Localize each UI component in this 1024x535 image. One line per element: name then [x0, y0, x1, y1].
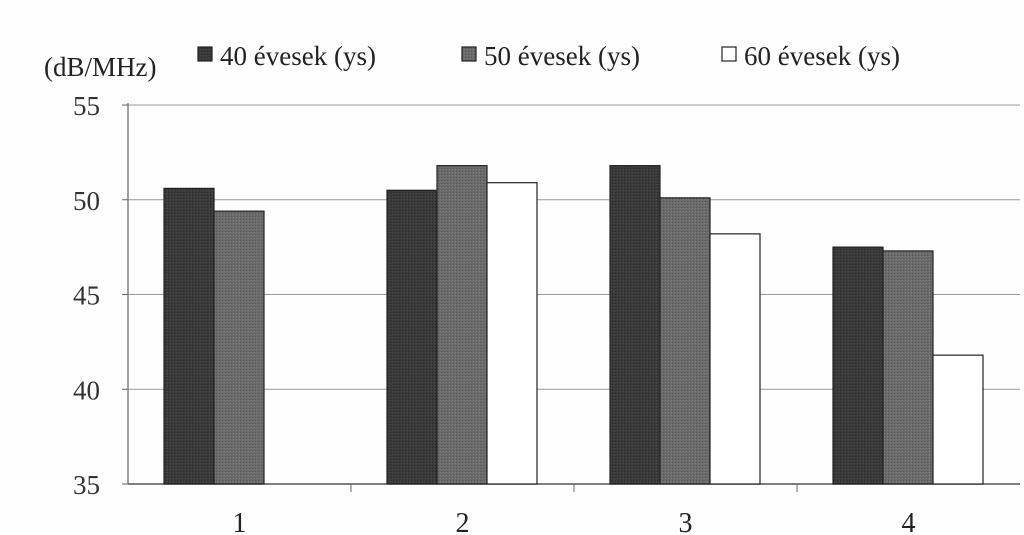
y-tick-label: 45: [73, 281, 100, 311]
y-tick-label: 55: [73, 91, 100, 121]
legend-swatch: [461, 46, 477, 62]
y-tick-label: 50: [73, 186, 100, 216]
legend-swatch: [721, 46, 737, 62]
legend-label: 40 évesek (ys): [220, 41, 376, 71]
bar: [882, 250, 934, 485]
bar: [832, 246, 884, 485]
legend-label: 50 évesek (ys): [484, 41, 640, 71]
x-tick-labels: 1 2 3 4: [233, 508, 916, 535]
bars: [163, 165, 984, 485]
legend: 40 évesek (ys) 50 évesek (ys) 60 évesek (y…: [197, 41, 900, 71]
x-tick-label: 4: [902, 508, 916, 535]
y-tick-label: 35: [73, 470, 100, 500]
y-axis-unit-label: (dB/MHz): [44, 52, 156, 82]
bar: [709, 233, 761, 485]
bar: [163, 187, 215, 485]
legend-label: 60 évesek (ys): [744, 41, 900, 71]
bar: [659, 197, 711, 485]
x-tick-label: 2: [456, 508, 470, 535]
x-tick-label: 1: [233, 508, 247, 535]
bar: [932, 354, 984, 485]
y-tick-label: 40: [73, 375, 100, 405]
bar: [213, 210, 265, 485]
bar: [609, 165, 661, 485]
bar: [436, 165, 488, 485]
bar: [486, 182, 538, 485]
bar: [386, 189, 438, 485]
legend-swatch: [197, 46, 213, 62]
y-tick-labels: 35 40 45 50 55: [73, 91, 100, 500]
x-tick-label: 3: [679, 508, 693, 535]
